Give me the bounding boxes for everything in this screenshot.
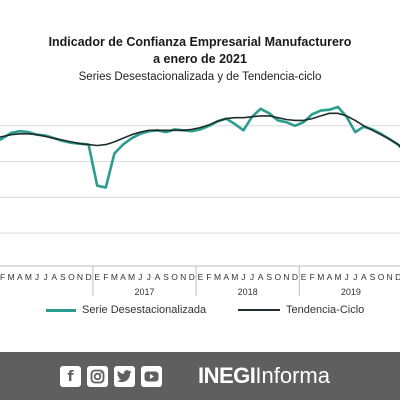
month-tick-label: A (17, 272, 23, 282)
month-tick-label: A (361, 272, 367, 282)
month-tick-label: M (25, 272, 32, 282)
year-label-2017: 2017 (134, 287, 154, 297)
month-tick-label: F (103, 272, 108, 282)
legend-item-tendencia: Tendencia-Ciclo (238, 304, 364, 316)
month-tick-label: E (198, 272, 204, 282)
month-tick-label: N (77, 272, 83, 282)
legend-label-tendencia: Tendencia-Ciclo (286, 304, 365, 316)
month-tick-label: M (111, 272, 118, 282)
legend-swatch-desestacionalizada (46, 308, 76, 312)
year-label-2018: 2018 (238, 287, 258, 297)
month-tick-label: O (68, 272, 75, 282)
month-tick-label: M (8, 272, 15, 282)
month-tick-label: N (283, 272, 289, 282)
month-tick-label: J (344, 272, 348, 282)
month-tick-label: O (274, 272, 281, 282)
twitter-icon[interactable] (114, 366, 135, 387)
month-tick-label: J (35, 272, 39, 282)
month-tick-label: M (214, 272, 221, 282)
month-tick-label: A (258, 272, 264, 282)
legend-label-desestacionalizada: Serie Desestacionalizada (82, 304, 207, 316)
chart-title-date: a enero de 2021 (153, 52, 247, 66)
youtube-icon[interactable] (141, 366, 162, 387)
month-tick-label: F (310, 272, 315, 282)
month-tick-label: S (370, 272, 376, 282)
x-axis: EFMAMJJASONDEFMAMJJASONDEFMAMJJASONDEFMA… (0, 266, 400, 297)
month-tick-label: D (395, 272, 400, 282)
month-tick-label: A (51, 272, 57, 282)
month-tick-label: J (241, 272, 245, 282)
month-tick-label: E (301, 272, 307, 282)
month-tick-label: A (155, 272, 161, 282)
social-icons: f (60, 366, 162, 387)
footer-bar: f INEGIInforma (0, 352, 400, 400)
series-line-1 (0, 112, 400, 148)
month-tick-label: S (266, 272, 272, 282)
month-tick-label: A (120, 272, 126, 282)
legend-item-desestacionalizada: Serie Desestacionalizada (46, 304, 206, 316)
month-tick-label: D (86, 272, 92, 282)
month-tick-label: O (171, 272, 178, 282)
month-tick-label: F (0, 272, 5, 282)
month-tick-label: J (43, 272, 47, 282)
month-tick-label: E (94, 272, 100, 282)
month-tick-label: M (334, 272, 341, 282)
month-tick-label: N (387, 272, 393, 282)
month-tick-label: D (292, 272, 298, 282)
instagram-icon[interactable] (87, 366, 108, 387)
chart-title: Indicador de Confianza Empresarial Manuf… (48, 35, 352, 49)
chart-subtitle: Series Desestacionalizada y de Tendencia… (78, 71, 322, 83)
month-tick-label: O (378, 272, 385, 282)
month-tick-label: M (128, 272, 135, 282)
month-tick-label: J (353, 272, 357, 282)
month-tick-label: M (231, 272, 238, 282)
facebook-icon[interactable]: f (60, 366, 81, 387)
month-tick-label: N (180, 272, 186, 282)
legend: Serie Desestacionalizada Tendencia-Ciclo (0, 302, 400, 320)
month-tick-label: S (163, 272, 169, 282)
month-tick-label: F (206, 272, 211, 282)
month-tick-label: A (327, 272, 333, 282)
inegi-informa-logo: INEGIInforma (198, 363, 330, 388)
month-tick-label: J (147, 272, 151, 282)
month-tick-label: J (250, 272, 254, 282)
chart-titles: Indicador de Confianza Empresarial Manuf… (0, 34, 400, 86)
year-label-2019: 2019 (341, 287, 361, 297)
month-tick-label: J (138, 272, 142, 282)
gridlines (0, 125, 400, 267)
month-tick-label: A (223, 272, 229, 282)
legend-swatch-tendencia (238, 309, 280, 311)
month-tick-label: D (189, 272, 195, 282)
month-tick-label: M (317, 272, 324, 282)
series-lines (0, 105, 400, 189)
month-tick-label: S (60, 272, 66, 282)
